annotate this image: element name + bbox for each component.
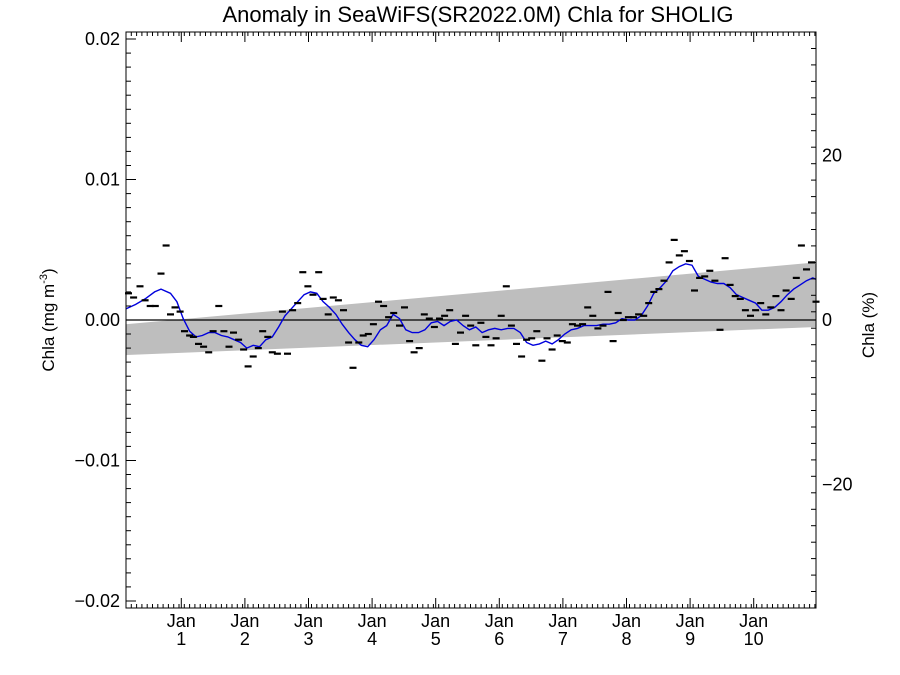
x-tick-month-label: Jan <box>294 611 323 631</box>
y2-tick-label: 0 <box>822 310 832 330</box>
y2-tick-label: −20 <box>822 475 853 495</box>
x-tick-year-label: 3 <box>303 629 313 649</box>
chart-title: Anomaly in SeaWiFS(SR2022.0M) Chla for S… <box>222 2 733 27</box>
x-tick-year-label: 10 <box>744 629 764 649</box>
x-tick-month-label: Jan <box>358 611 387 631</box>
y-tick-label: −0.01 <box>74 451 120 471</box>
y2-axis-label: Chla (%) <box>859 292 878 358</box>
x-tick-year-label: 9 <box>685 629 695 649</box>
x-tick-month-label: Jan <box>230 611 259 631</box>
smoothed-anomaly-line <box>125 263 817 349</box>
x-tick-month-label: Jan <box>485 611 514 631</box>
y-tick-label: 0.00 <box>85 310 120 330</box>
right-axis: 20 0 −20 <box>811 31 853 609</box>
x-tick-month-label: Jan <box>676 611 705 631</box>
y-tick-label: 0.01 <box>85 170 120 190</box>
trend-band <box>126 262 816 356</box>
x-tick-year-label: 4 <box>367 629 377 649</box>
trend-band-layer <box>126 262 816 356</box>
x-tick-year-label: 2 <box>240 629 250 649</box>
x-tick-year-label: 5 <box>431 629 441 649</box>
x-tick-year-label: 6 <box>494 629 504 649</box>
y-axis-label-superscript: -3 <box>38 274 50 284</box>
smooth-line-layer <box>125 263 817 349</box>
bottom-axis: Jan1Jan2Jan3Jan4Jan5Jan6Jan7Jan8Jan9Jan1… <box>130 32 816 649</box>
x-tick-year-label: 1 <box>176 629 186 649</box>
y-tick-label: −0.02 <box>74 591 120 611</box>
y-tick-label: 0.02 <box>85 29 120 49</box>
x-tick-month-label: Jan <box>421 611 450 631</box>
y2-tick-label: 20 <box>822 145 842 165</box>
y-axis-label: Chla (mg m-3) <box>38 268 58 371</box>
left-axis: 0.02 0.01 0.00 −0.01 −0.02 <box>74 29 136 611</box>
x-tick-year-label: 7 <box>558 629 568 649</box>
x-tick-month-label: Jan <box>167 611 196 631</box>
x-tick-year-label: 8 <box>621 629 631 649</box>
x-tick-month-label: Jan <box>612 611 641 631</box>
x-tick-month-label: Jan <box>548 611 577 631</box>
x-tick-month-label: Jan <box>739 611 768 631</box>
